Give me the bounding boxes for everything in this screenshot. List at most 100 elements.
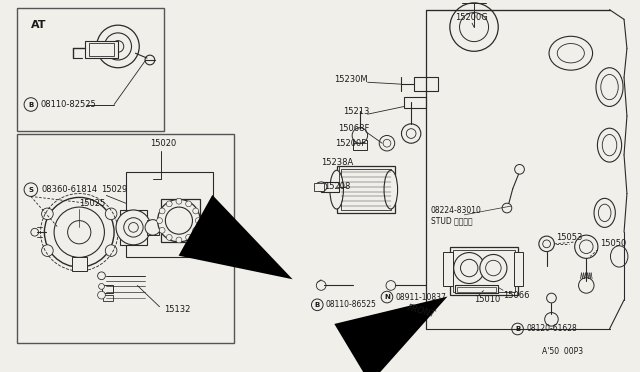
Circle shape [24, 183, 38, 196]
Ellipse shape [596, 68, 623, 106]
Circle shape [157, 218, 163, 224]
Circle shape [124, 218, 143, 237]
Circle shape [312, 299, 323, 311]
Circle shape [165, 207, 193, 234]
Bar [72, 257, 87, 271]
Bar [314, 183, 324, 190]
Text: S: S [28, 187, 33, 193]
Text: 15213: 15213 [344, 107, 370, 116]
Bar [456, 288, 496, 292]
Text: FRONT: FRONT [406, 304, 436, 320]
Text: 15238A: 15238A [321, 158, 353, 167]
Bar [104, 295, 113, 301]
Circle shape [106, 245, 117, 256]
Ellipse shape [594, 198, 615, 227]
Circle shape [383, 140, 391, 147]
Circle shape [31, 228, 38, 236]
Text: STUD スタツド: STUD スタツド [431, 216, 472, 225]
Circle shape [159, 227, 165, 233]
Circle shape [98, 272, 106, 280]
Bar [514, 251, 524, 286]
Circle shape [380, 135, 395, 151]
Text: 15230M: 15230M [333, 75, 367, 84]
Circle shape [193, 227, 198, 233]
Circle shape [515, 164, 524, 174]
Circle shape [106, 208, 117, 219]
Bar [443, 251, 452, 286]
Bar [125, 172, 212, 257]
Circle shape [195, 218, 201, 224]
Circle shape [579, 278, 594, 293]
Text: 15200F: 15200F [335, 139, 366, 148]
Circle shape [580, 240, 593, 254]
Circle shape [145, 219, 161, 235]
Circle shape [539, 236, 554, 251]
Text: 08360-61814: 08360-61814 [42, 185, 98, 194]
Bar [454, 285, 498, 293]
Circle shape [486, 260, 501, 276]
Bar [321, 182, 339, 192]
Circle shape [502, 203, 512, 213]
Text: 15010: 15010 [474, 295, 500, 304]
Text: 15053: 15053 [556, 232, 582, 241]
Text: 15050: 15050 [600, 239, 626, 248]
Bar [85, 41, 118, 58]
Ellipse shape [330, 170, 344, 209]
Ellipse shape [597, 128, 621, 162]
Circle shape [112, 41, 124, 52]
Circle shape [460, 13, 488, 42]
Circle shape [44, 198, 114, 267]
Text: 15025: 15025 [79, 199, 106, 208]
Circle shape [97, 25, 140, 68]
Circle shape [543, 240, 550, 248]
Circle shape [316, 280, 326, 290]
Circle shape [386, 280, 396, 290]
Circle shape [104, 33, 131, 60]
Bar [452, 250, 515, 292]
Bar [147, 219, 159, 235]
Text: 15068F: 15068F [339, 124, 370, 133]
Circle shape [186, 201, 191, 207]
Ellipse shape [598, 204, 611, 222]
Circle shape [480, 254, 507, 282]
Bar [414, 77, 438, 91]
Circle shape [401, 124, 421, 143]
Text: B: B [28, 102, 33, 108]
Circle shape [42, 245, 53, 256]
Circle shape [575, 235, 598, 259]
Text: AT: AT [31, 20, 46, 30]
Ellipse shape [557, 44, 584, 63]
Text: 08120-61628: 08120-61628 [526, 324, 577, 334]
Text: A'50  00P3: A'50 00P3 [542, 347, 583, 356]
Text: 15010: 15010 [216, 232, 242, 241]
Circle shape [176, 198, 182, 204]
Text: B: B [315, 302, 320, 308]
Ellipse shape [384, 170, 397, 209]
Circle shape [461, 259, 478, 277]
Circle shape [129, 222, 138, 232]
Bar [89, 42, 114, 56]
Text: 15132: 15132 [164, 305, 191, 314]
Ellipse shape [602, 135, 617, 156]
Text: B: B [515, 326, 520, 332]
Bar [337, 166, 395, 213]
Circle shape [193, 208, 198, 214]
Circle shape [98, 291, 106, 299]
Circle shape [68, 221, 91, 244]
Text: N: N [384, 294, 390, 300]
Text: 08110-82525: 08110-82525 [40, 100, 96, 109]
Bar [161, 199, 200, 242]
Text: 15029: 15029 [102, 185, 128, 194]
Circle shape [24, 98, 38, 111]
Circle shape [454, 253, 484, 283]
Ellipse shape [316, 182, 327, 192]
Ellipse shape [611, 246, 628, 267]
Circle shape [381, 291, 393, 303]
Circle shape [166, 234, 172, 240]
Circle shape [116, 210, 151, 245]
Text: 08911-10837: 08911-10837 [396, 292, 447, 302]
Circle shape [545, 312, 558, 326]
Bar [450, 247, 518, 295]
Circle shape [186, 234, 191, 240]
Circle shape [406, 129, 416, 138]
